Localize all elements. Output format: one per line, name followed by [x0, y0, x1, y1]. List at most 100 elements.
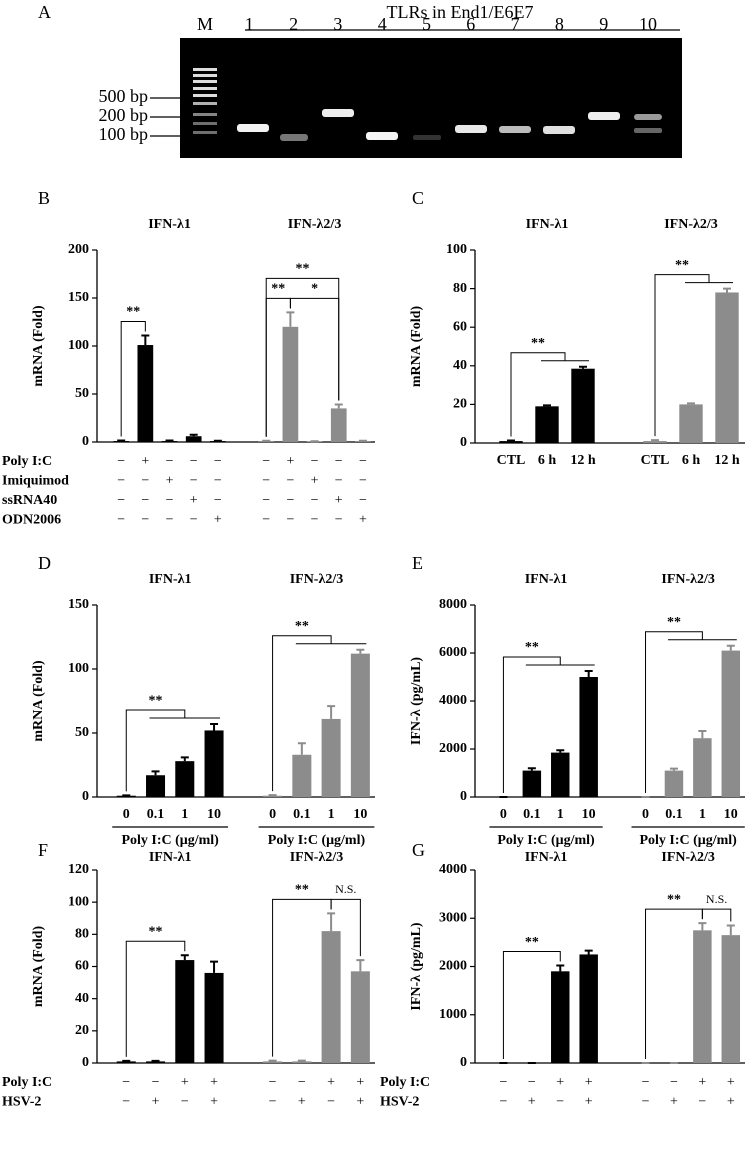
treatment-label: HSV-2	[380, 1095, 419, 1110]
bar	[204, 730, 224, 797]
bar	[185, 436, 202, 442]
treatment-sign: −	[359, 454, 367, 469]
treatment-sign: −	[269, 1095, 277, 1110]
chart-panel: G IFN-λ (pg/mL) 0 1000 2000 3000 4000 IFN-λ1 IFN…	[380, 840, 745, 1110]
error-bar	[579, 365, 587, 369]
panel-label: D	[38, 553, 51, 573]
y-tick-label: 100	[68, 894, 89, 909]
treatment-sign: +	[356, 1075, 364, 1090]
treatment-sign: −	[286, 513, 294, 528]
error-bar	[726, 924, 735, 936]
significance-label: **	[667, 892, 681, 907]
error-bar	[286, 311, 295, 327]
y-tick-label: 50	[75, 386, 89, 401]
treatment-sign: +	[311, 474, 319, 489]
y-axis-label: mRNA (Fold)	[409, 306, 424, 388]
significance-bracket	[125, 940, 186, 1057]
treatment-sign: −	[670, 1075, 678, 1090]
panel-label: E	[412, 553, 423, 573]
panel-label: B	[38, 188, 50, 208]
treatment-sign: −	[286, 474, 294, 489]
bar	[721, 935, 741, 1063]
ladder	[193, 68, 217, 134]
treatment-sign: +	[359, 513, 367, 528]
error-bar	[651, 439, 659, 442]
x-tick-label: 0.1	[665, 807, 683, 822]
treatment-sign: −	[262, 513, 270, 528]
treatment-sign: −	[499, 1095, 507, 1110]
treatment-sign: −	[181, 1095, 189, 1110]
y-tick-label: 0	[82, 434, 89, 449]
significance-bracket	[502, 656, 595, 793]
panel-label: A	[38, 2, 51, 22]
treatment-sign: −	[335, 513, 343, 528]
bar	[282, 326, 299, 442]
y-axis-label: IFN-λ (pg/mL)	[409, 922, 424, 1010]
significance-label: **	[149, 693, 163, 708]
treatment-sign: −	[269, 1075, 277, 1090]
x-axis-label: Poly I:C (μg/ml)	[268, 833, 366, 848]
treatment-sign: +	[141, 454, 149, 469]
treatment-sign: −	[327, 1095, 335, 1110]
bar	[330, 408, 347, 442]
treatment-sign: −	[311, 513, 319, 528]
error-bar	[189, 433, 198, 437]
y-axis-label: mRNA (Fold)	[31, 660, 46, 742]
significance-bracket	[510, 352, 589, 437]
y-axis-label: mRNA (Fold)	[31, 305, 46, 387]
treatment-sign: +	[727, 1075, 735, 1090]
treatment-sign: +	[210, 1095, 218, 1110]
error-bar	[527, 767, 536, 771]
treatment-label: ODN2006	[2, 513, 61, 528]
x-tick-label: 0	[642, 807, 649, 822]
bar	[175, 960, 195, 1063]
treatment-sign: −	[214, 493, 222, 508]
significance-bracket	[502, 951, 561, 1059]
significance-label: **	[149, 924, 163, 939]
y-tick-label: 150	[68, 597, 89, 612]
y-tick-label: 80	[75, 927, 89, 942]
error-bar	[268, 1059, 277, 1062]
error-bar	[297, 1059, 306, 1062]
y-tick-label: 20	[453, 397, 467, 412]
bar	[579, 954, 598, 1063]
x-tick-label: 10	[582, 807, 596, 822]
significance-bracket	[645, 631, 737, 793]
y-tick-label: 50	[75, 725, 89, 740]
y-tick-label: 0	[460, 1055, 467, 1070]
significance-bracket	[125, 709, 221, 792]
x-tick-label: CTL	[641, 453, 670, 468]
error-bar	[151, 770, 160, 776]
bar	[137, 345, 154, 442]
bar	[263, 1061, 283, 1063]
bar	[350, 653, 370, 797]
treatment-sign: +	[181, 1075, 189, 1090]
bar	[551, 752, 570, 797]
y-tick-label: 4000	[439, 862, 467, 877]
error-bar	[210, 960, 219, 973]
x-tick-label: 0	[500, 807, 507, 822]
error-bar	[723, 287, 731, 293]
treatment-sign: −	[286, 493, 294, 508]
y-tick-label: 100	[68, 661, 89, 676]
bar	[571, 368, 595, 443]
bar	[664, 770, 684, 797]
panel-label: C	[412, 188, 424, 208]
significance-label: **	[295, 619, 309, 634]
y-tick-label: 60	[453, 319, 467, 334]
treatment-label: Poly I:C	[2, 454, 52, 469]
treatment-sign: −	[122, 1095, 130, 1110]
treatment-sign: +	[335, 493, 343, 508]
y-tick-label: 40	[75, 991, 89, 1006]
significance-bracket	[120, 320, 146, 437]
significance-label: **	[667, 615, 681, 630]
y-tick-label: 20	[75, 1023, 89, 1038]
y-axis-label: IFN-λ (pg/mL)	[409, 657, 424, 745]
treatment-sign: −	[214, 454, 222, 469]
y-axis-label: mRNA (Fold)	[31, 926, 46, 1008]
x-axis-label: Poly I:C (μg/ml)	[497, 833, 595, 848]
bar	[292, 754, 312, 797]
error-bar	[356, 959, 365, 972]
